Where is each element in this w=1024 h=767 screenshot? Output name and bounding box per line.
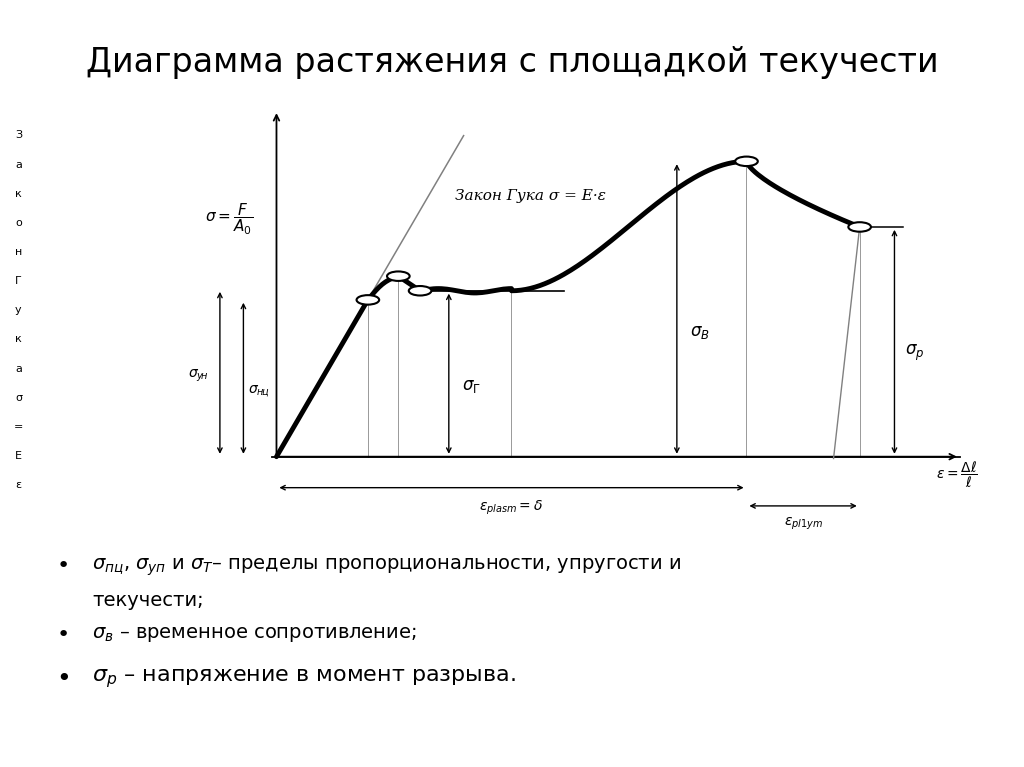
Text: текучести;: текучести; [92,591,204,610]
Circle shape [387,272,410,281]
Circle shape [409,286,431,295]
Text: •: • [56,556,70,576]
Text: а: а [15,160,22,170]
Text: Е: Е [15,451,22,461]
Text: $\sigma_в$ – временное сопротивление;: $\sigma_в$ – временное сопротивление; [92,625,417,644]
Text: σ: σ [15,393,22,403]
Text: $\sigma_{B}$: $\sigma_{B}$ [690,324,710,341]
Text: Г: Г [15,276,22,286]
Circle shape [735,156,758,166]
Text: •: • [56,625,70,645]
Text: к: к [15,189,22,199]
Text: •: • [56,667,71,691]
Text: ε: ε [15,480,22,490]
Text: $\sigma_{н\!ц}$: $\sigma_{н\!ц}$ [248,383,269,399]
Text: к: к [15,334,22,344]
Text: н: н [14,247,23,257]
Text: =: = [13,422,24,432]
Text: $\sigma_{пц}$, $\sigma_{уп}$ и $\sigma_Т$– пределы пропорциональности, упругости: $\sigma_{пц}$, $\sigma_{уп}$ и $\sigma_Т… [92,556,681,578]
Text: Диаграмма растяжения с площадкой текучести: Диаграмма растяжения с площадкой текучес… [86,46,938,79]
Text: $\sigma=\dfrac{F}{A_0}$: $\sigma=\dfrac{F}{A_0}$ [205,202,253,238]
Text: $\varepsilon_{plasm}=\delta$: $\varepsilon_{plasm}=\delta$ [479,499,544,517]
Text: $\sigma_{\Gamma}$: $\sigma_{\Gamma}$ [462,378,481,396]
Text: $\varepsilon=\dfrac{\Delta\ell}{\ell}$: $\varepsilon=\dfrac{\Delta\ell}{\ell}$ [936,459,978,490]
Text: $\varepsilon_{pl1ym}$: $\varepsilon_{pl1ym}$ [783,516,822,532]
Text: З: З [15,130,22,140]
Text: Закон Гука σ = E·ε: Закон Гука σ = E·ε [455,189,606,203]
Text: $\sigma_{p}$: $\sigma_{p}$ [905,343,925,364]
Text: а: а [15,364,22,374]
Circle shape [848,222,871,232]
Text: $\sigma_р$ – напряжение в момент разрыва.: $\sigma_р$ – напряжение в момент разрыва… [92,667,516,690]
Text: о: о [15,218,22,228]
Text: $\sigma_{y\!н}$: $\sigma_{y\!н}$ [188,368,210,384]
Circle shape [356,295,379,304]
Text: у: у [15,305,22,315]
